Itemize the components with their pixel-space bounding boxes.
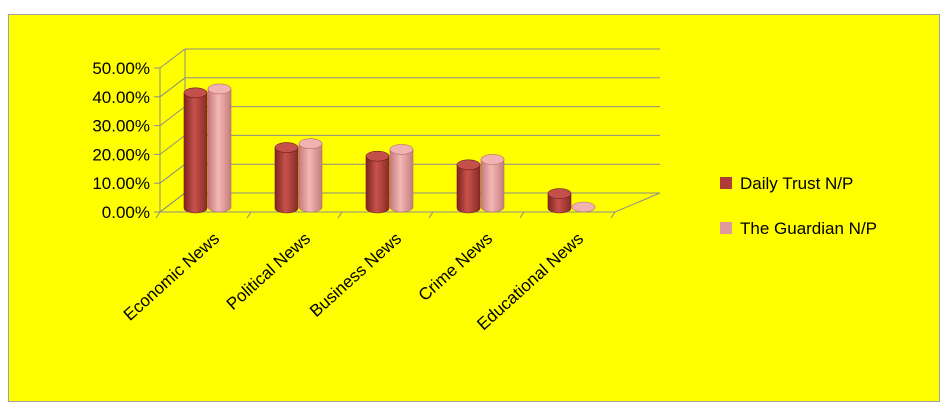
bar-top xyxy=(389,144,414,155)
bar-body xyxy=(365,155,390,214)
bar-daily-trust-0 xyxy=(183,87,208,214)
bar-top xyxy=(365,150,390,162)
legend: Daily Trust N/P The Guardian N/P xyxy=(720,174,877,238)
bar-top xyxy=(571,201,596,213)
x-category-label: Economic News xyxy=(120,229,223,325)
y-tick-label: 30.00% xyxy=(92,117,150,136)
legend-swatch xyxy=(720,222,732,234)
x-tick-mark xyxy=(610,211,616,219)
bar-top xyxy=(480,154,505,165)
y-tick-label: 20.00% xyxy=(92,145,150,164)
y-tick-label: 10.00% xyxy=(92,174,150,193)
side-gridline xyxy=(159,48,186,69)
y-tick-label: 40.00% xyxy=(92,88,150,107)
bar-guardian-4 xyxy=(571,201,596,213)
x-tick-mark xyxy=(246,211,252,219)
bar-top xyxy=(547,188,572,199)
legend-label: Daily Trust N/P xyxy=(740,174,853,193)
x-category-label: Crime News xyxy=(415,229,497,305)
bar-daily-trust-2 xyxy=(365,150,390,214)
tick-layer: 0.00% 10.00% 20.00% 30.00% 40.00% 50.00% xyxy=(92,59,150,222)
side-gridline xyxy=(159,163,186,184)
bar-guardian-3 xyxy=(480,154,505,213)
bar-body xyxy=(207,88,232,213)
x-tick-mark xyxy=(428,211,434,219)
bar-body xyxy=(298,143,323,213)
bar-top xyxy=(183,87,208,99)
bar-top xyxy=(207,83,232,95)
bar-body xyxy=(456,164,481,214)
bar-body xyxy=(389,149,414,213)
x-tick-mark xyxy=(519,211,525,219)
bar-guardian-0 xyxy=(207,83,232,213)
legend-label: The Guardian N/P xyxy=(740,219,877,238)
bar-top xyxy=(456,159,481,171)
bar-guardian-1 xyxy=(298,138,323,213)
side-gridline xyxy=(159,135,186,155)
bar-layer xyxy=(183,83,596,214)
y-tick-label: 0.00% xyxy=(102,203,150,222)
bar-body xyxy=(274,147,299,214)
bar-body xyxy=(183,92,208,214)
x-tick-mark xyxy=(155,211,161,219)
side-gridline xyxy=(159,77,186,98)
x-category-label: Political News xyxy=(223,229,314,314)
y-tick-label: 50.00% xyxy=(92,59,150,78)
bar-daily-trust-1 xyxy=(274,142,299,214)
x-tick-mark xyxy=(337,211,343,219)
bar-top xyxy=(298,138,323,149)
legend-swatch xyxy=(720,177,732,189)
bar-daily-trust-4 xyxy=(547,188,572,214)
bar-daily-trust-3 xyxy=(456,159,481,214)
bar-body xyxy=(480,159,505,213)
bar-body xyxy=(547,193,572,214)
bar-top xyxy=(274,142,299,153)
side-gridline xyxy=(159,106,186,126)
bar-guardian-2 xyxy=(389,144,414,213)
x-category-label: Business News xyxy=(306,229,405,321)
